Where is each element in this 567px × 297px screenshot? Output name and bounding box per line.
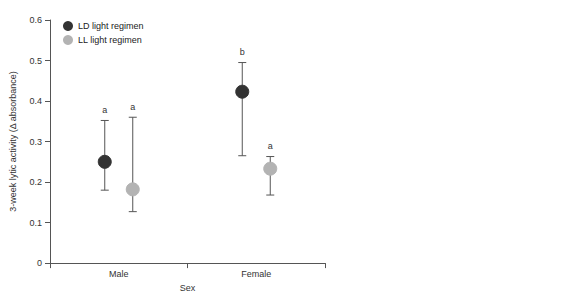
- svg-text:0: 0: [37, 258, 42, 268]
- svg-text:0.6: 0.6: [29, 15, 42, 25]
- svg-text:Sex: Sex: [180, 283, 196, 293]
- svg-text:LL light regimen: LL light regimen: [78, 35, 142, 45]
- svg-text:b: b: [240, 47, 245, 57]
- svg-text:Male: Male: [109, 269, 129, 279]
- svg-text:3-week lytic activity (Δ absor: 3-week lytic activity (Δ absorbance): [8, 71, 18, 212]
- svg-text:0.4: 0.4: [29, 96, 42, 106]
- svg-text:a: a: [102, 105, 107, 115]
- svg-text:0.5: 0.5: [29, 56, 42, 66]
- svg-text:0.3: 0.3: [29, 137, 42, 147]
- svg-text:0.2: 0.2: [29, 177, 42, 187]
- svg-text:a: a: [268, 141, 273, 151]
- svg-text:LD light regimen: LD light regimen: [78, 21, 144, 31]
- svg-text:0.1: 0.1: [29, 218, 42, 228]
- svg-text:Female: Female: [241, 269, 271, 279]
- svg-text:a: a: [130, 102, 135, 112]
